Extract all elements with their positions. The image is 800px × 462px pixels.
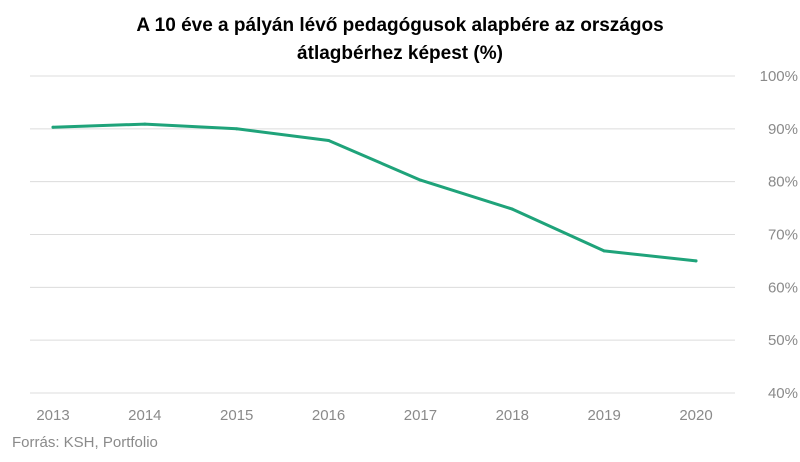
y-tick-label: 100%	[760, 68, 798, 85]
x-tick-label: 2020	[679, 407, 712, 424]
y-tick-label: 90%	[768, 121, 798, 138]
chart-title-line-1: A 10 éve a pályán lévő pedagógusok alapb…	[136, 15, 663, 36]
y-tick-label: 60%	[768, 279, 798, 296]
chart-source: Forrás: KSH, Portfolio	[12, 434, 158, 451]
x-tick-label: 2018	[496, 407, 529, 424]
x-tick-label: 2017	[404, 407, 437, 424]
series-line	[51, 122, 698, 263]
y-tick-label: 50%	[768, 332, 798, 349]
data-point	[51, 125, 55, 129]
data-point	[235, 127, 239, 131]
y-tick-label: 80%	[768, 174, 798, 191]
y-axis-ticks: 100% 90% 80% 70% 60% 50% 40%	[760, 68, 798, 402]
data-point	[327, 138, 331, 142]
x-tick-label: 2016	[312, 407, 345, 424]
data-point	[418, 178, 422, 182]
x-axis-ticks: 2013 2014 2015 2016 2017 2018 2019 2020	[36, 407, 712, 424]
data-point	[694, 259, 698, 263]
x-tick-label: 2013	[36, 407, 69, 424]
data-point	[143, 122, 147, 126]
y-tick-label: 40%	[768, 385, 798, 402]
x-tick-label: 2019	[587, 407, 620, 424]
data-point	[510, 207, 514, 211]
gridlines	[30, 75, 735, 394]
series-layer	[51, 122, 698, 263]
chart-title-line-2: átlagbérhez képest (%)	[297, 43, 503, 64]
data-point	[602, 249, 606, 253]
x-tick-label: 2014	[128, 407, 161, 424]
x-tick-label: 2015	[220, 407, 253, 424]
y-tick-label: 70%	[768, 227, 798, 244]
